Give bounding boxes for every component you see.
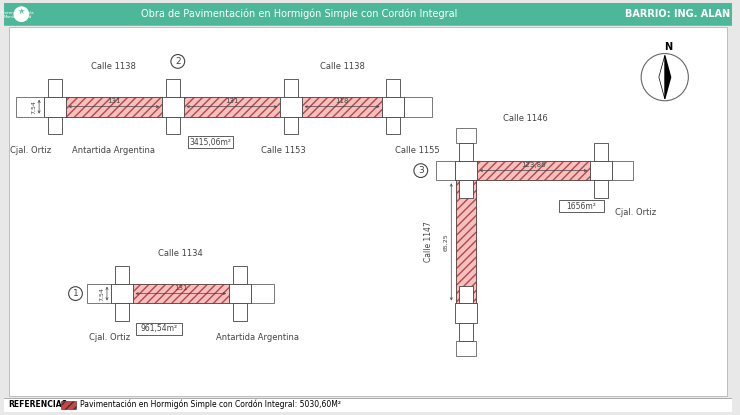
Bar [284, 117, 297, 134]
Circle shape [69, 287, 82, 300]
Bar [48, 79, 61, 97]
Text: 131: 131 [107, 98, 121, 104]
Bar [184, 97, 280, 117]
Text: 2: 2 [175, 57, 181, 66]
Bar [132, 284, 229, 303]
Bar [44, 97, 66, 117]
Text: 118: 118 [335, 98, 349, 104]
Bar [612, 161, 633, 181]
Text: Calle 1146: Calle 1146 [502, 115, 548, 123]
Bar [404, 97, 431, 117]
Text: 3: 3 [418, 166, 424, 175]
Text: Florencio Varela
Municipalidad: Florencio Varela Municipalidad [1, 10, 34, 19]
Polygon shape [659, 56, 665, 99]
Bar [477, 161, 590, 181]
Bar [284, 79, 297, 97]
Text: 1656m²: 1656m² [566, 202, 596, 210]
Text: ★: ★ [18, 7, 25, 16]
Bar [456, 128, 476, 143]
Text: 65,25: 65,25 [443, 233, 448, 251]
Bar [87, 284, 111, 303]
Bar [166, 117, 180, 134]
FancyBboxPatch shape [136, 323, 182, 335]
Text: 123,86: 123,86 [521, 162, 545, 168]
Text: 131: 131 [174, 285, 187, 290]
Bar [115, 266, 129, 284]
Text: N: N [664, 42, 672, 51]
Bar [459, 143, 473, 161]
Text: Cjal. Ortiz: Cjal. Ortiz [10, 146, 51, 155]
Bar [233, 266, 246, 284]
Text: Cjal. Ortiz: Cjal. Ortiz [90, 333, 130, 342]
Text: 7,54: 7,54 [99, 287, 104, 300]
Bar [594, 181, 608, 198]
Ellipse shape [641, 54, 688, 101]
Text: 961,54m²: 961,54m² [141, 325, 178, 334]
Bar [459, 323, 473, 341]
Text: Antartida Argentina: Antartida Argentina [216, 333, 299, 342]
Bar [459, 181, 473, 198]
Bar [455, 303, 477, 323]
Circle shape [171, 54, 185, 68]
Bar [455, 161, 477, 181]
Text: Cjal. Ortiz: Cjal. Ortiz [615, 208, 656, 217]
Text: Antartida Argentina: Antartida Argentina [73, 146, 155, 155]
Bar [4, 398, 732, 412]
Bar [48, 117, 61, 134]
Text: BARRIO: ING. ALAN: BARRIO: ING. ALAN [625, 9, 730, 19]
FancyBboxPatch shape [559, 200, 604, 212]
Bar [436, 161, 455, 181]
Bar [111, 284, 132, 303]
Circle shape [13, 6, 30, 22]
Text: 131: 131 [225, 98, 239, 104]
Bar [61, 401, 76, 409]
Bar [386, 79, 400, 97]
Bar [594, 143, 608, 161]
Bar [280, 97, 302, 117]
Bar [166, 79, 180, 97]
Bar [302, 97, 383, 117]
Bar [383, 97, 404, 117]
Text: REFERENCIAS:: REFERENCIAS: [9, 400, 71, 409]
Bar [251, 284, 275, 303]
Text: 7,54: 7,54 [31, 100, 36, 114]
Text: 1: 1 [73, 289, 78, 298]
Text: Calle 1153: Calle 1153 [260, 146, 306, 155]
Bar [115, 303, 129, 321]
FancyBboxPatch shape [188, 136, 233, 148]
Bar [456, 341, 476, 356]
Text: Obra de Pavimentación en Hormigón Simple con Cordón Integral: Obra de Pavimentación en Hormigón Simple… [141, 9, 457, 20]
Bar [162, 97, 184, 117]
Bar [590, 161, 612, 181]
Text: 3415,06m²: 3415,06m² [189, 138, 232, 146]
Bar [456, 181, 476, 303]
Bar [459, 286, 473, 303]
Circle shape [414, 164, 428, 178]
Text: Calle 1134: Calle 1134 [158, 249, 203, 258]
Text: Pavimentación en Hormigón Simple con Cordón Integral: 5030,60M²: Pavimentación en Hormigón Simple con Cor… [81, 400, 341, 410]
Bar [229, 284, 251, 303]
Bar [66, 97, 162, 117]
Text: Calle 1147: Calle 1147 [424, 222, 433, 262]
Bar [16, 97, 44, 117]
Text: Calle 1138: Calle 1138 [320, 62, 365, 71]
Bar [233, 303, 246, 321]
Text: Calle 1155: Calle 1155 [394, 146, 439, 155]
Bar [386, 117, 400, 134]
Text: Calle 1138: Calle 1138 [92, 62, 136, 71]
Bar [4, 3, 732, 25]
Polygon shape [665, 56, 670, 99]
